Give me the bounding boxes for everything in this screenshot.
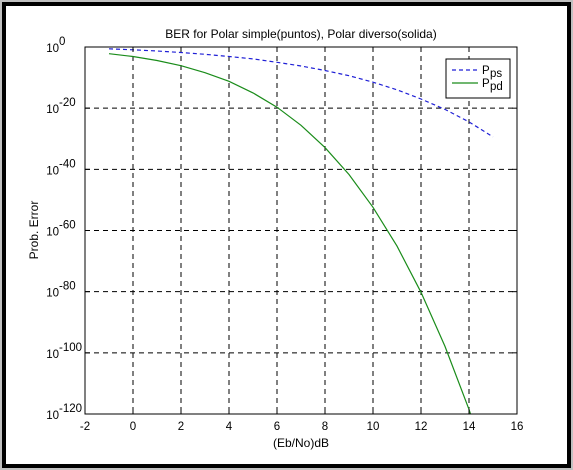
y-tick-base: 10 [46, 410, 59, 422]
y-tick-label: 10-40 [46, 158, 75, 177]
y-tick-base: 10 [46, 227, 59, 239]
y-tick-exponent: -40 [59, 158, 76, 170]
x-axis: -2 0 2 4 6 8 10 12 14 16 [80, 47, 524, 433]
y-tick-label: 100 [46, 36, 65, 55]
y-tick-base: 10 [46, 43, 59, 55]
y-tick-exponent: 0 [59, 36, 65, 48]
y-tick-exponent: -80 [59, 281, 76, 293]
y-tick-base: 10 [46, 288, 59, 300]
series-line-Ppd [108, 53, 472, 414]
y-axis-label: Prob. Error [27, 201, 41, 260]
y-tick-exponent: -120 [59, 403, 82, 415]
legend-label: P [482, 65, 490, 77]
x-tick-label: 10 [367, 421, 380, 433]
y-tick-base: 10 [46, 349, 59, 361]
x-tick-label: 8 [322, 421, 328, 433]
legend-box [445, 58, 511, 99]
y-tick-label: 10-20 [46, 97, 75, 116]
gridlines [85, 47, 517, 414]
y-tick-label: 10-120 [46, 403, 82, 422]
series-layer [108, 48, 494, 414]
legend-label-subscript: ps [490, 68, 502, 80]
x-tick-label: 2 [178, 421, 184, 433]
y-tick-base: 10 [46, 104, 59, 116]
y-tick-exponent: -100 [59, 342, 82, 354]
x-tick-label: 12 [415, 421, 428, 433]
x-tick-label: -2 [80, 421, 90, 433]
legend-label-subscript: pd [490, 81, 503, 93]
y-tick-label: 10-100 [46, 342, 82, 361]
x-tick-label: 16 [511, 421, 524, 433]
x-tick-label: 14 [463, 421, 476, 433]
y-tick-label: 10-60 [46, 220, 75, 239]
y-tick-exponent: -60 [59, 220, 76, 232]
chart-title: BER for Polar simple(puntos), Polar dive… [165, 27, 436, 41]
x-tick-label: 6 [274, 421, 280, 433]
x-tick-label: 4 [226, 421, 233, 433]
legend-label: P [482, 78, 490, 90]
y-tick-base: 10 [46, 165, 59, 177]
x-tick-label: 0 [130, 421, 136, 433]
y-tick-label: 10-80 [46, 281, 75, 300]
series-line-Pps [108, 48, 494, 138]
x-axis-label: (Eb/No)dB [273, 436, 329, 450]
y-tick-exponent: -20 [59, 97, 76, 109]
